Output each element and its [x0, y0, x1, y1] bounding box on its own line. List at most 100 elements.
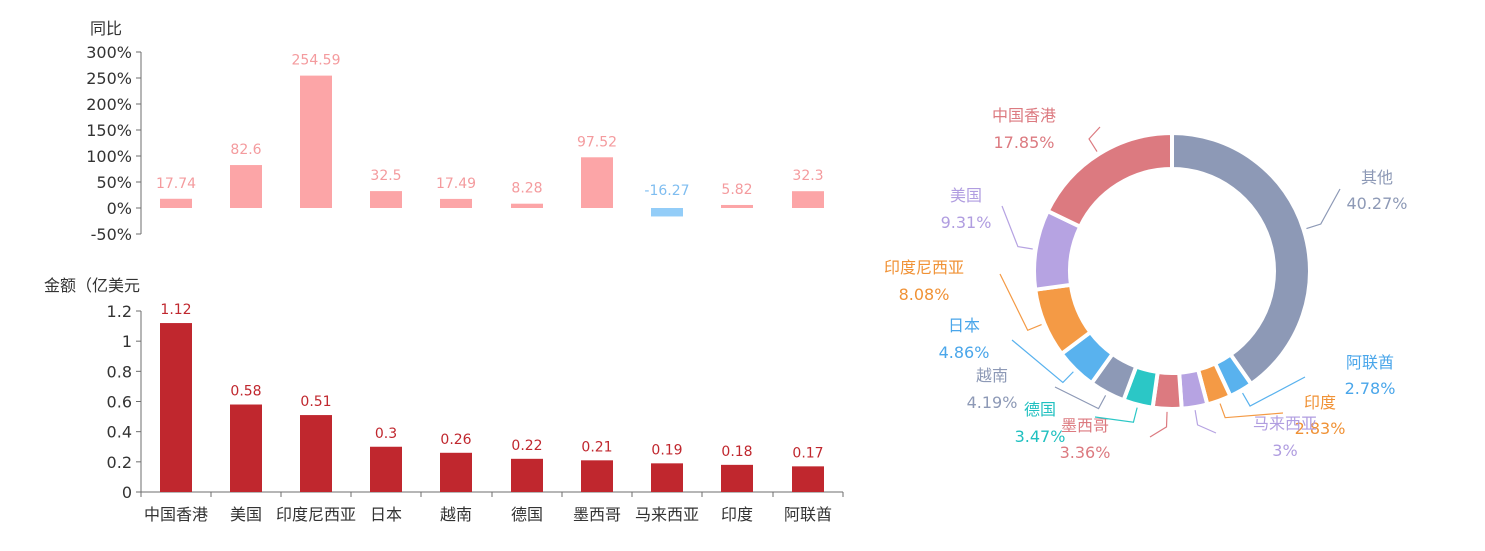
y-tick-label: 50% — [96, 173, 132, 192]
yoy-data-label: 8.28 — [511, 181, 542, 197]
yoy-data-label: 32.5 — [370, 168, 401, 184]
donut-slice-name: 日本 — [948, 316, 980, 335]
yoy-data-label: 5.82 — [721, 182, 752, 198]
donut-leader-line — [1194, 409, 1217, 434]
amount-bar — [440, 452, 472, 492]
yoy-data-label: -16.27 — [644, 183, 689, 199]
yoy-bar — [651, 208, 683, 217]
donut-slice-percent: 4.19% — [967, 393, 1018, 412]
yoy-bar — [300, 75, 332, 209]
x-category-label: 美国 — [230, 505, 262, 524]
yoy-bar — [581, 157, 613, 208]
x-category-label: 墨西哥 — [573, 505, 621, 524]
y-tick-label: 250% — [86, 69, 132, 88]
donut-leader-line — [999, 273, 1042, 332]
amount-bar — [230, 404, 262, 492]
amount-data-label: 0.3 — [375, 426, 397, 442]
donut-slice-name: 印度尼西亚 — [884, 258, 964, 277]
donut-slice — [1170, 131, 1312, 387]
amount-data-label: 0.18 — [721, 444, 752, 460]
amount-data-label: 0.17 — [792, 445, 823, 461]
donut-leader-line — [1011, 339, 1074, 384]
donut-leader-line — [1149, 411, 1168, 438]
yoy-bar — [370, 191, 402, 208]
yoy-bar — [440, 198, 472, 208]
y-tick-label: 0.6 — [107, 393, 132, 412]
yoy-data-label: 32.3 — [792, 168, 823, 184]
donut-slice-name: 美国 — [950, 186, 982, 205]
donut-slice-name: 越南 — [976, 366, 1008, 385]
donut-slice-name: 其他 — [1361, 168, 1393, 187]
donut-leader-line — [1306, 188, 1341, 230]
yoy-bar — [792, 191, 824, 208]
x-category-label: 阿联酋 — [784, 505, 832, 524]
amount-bar — [792, 466, 824, 492]
donut-leader-line — [1242, 376, 1306, 407]
amount-bar — [721, 464, 753, 492]
donut-slice-name: 阿联酋 — [1346, 353, 1394, 372]
donut-slice-percent: 40.27% — [1346, 194, 1407, 213]
donut-slice-percent: 3.36% — [1060, 443, 1111, 462]
y-tick-label: 300% — [86, 43, 132, 62]
y-tick-label: 200% — [86, 95, 132, 114]
y-tick-label: 0.8 — [107, 362, 132, 381]
amount-data-label: 0.26 — [440, 432, 471, 448]
donut-slice-name: 中国香港 — [992, 106, 1056, 125]
donut-slice-percent: 3.47% — [1015, 427, 1066, 446]
donut-slice-name: 印度 — [1304, 393, 1336, 412]
donut-leader-line — [1054, 386, 1107, 410]
amount-bar — [581, 460, 613, 492]
yoy-bar-chart: 同比 -50% 0% 50% 100% 150% 200% 250% 300% 17.74 82.6… — [86, 19, 824, 244]
yoy-bar — [511, 203, 543, 208]
donut-slice-name: 马来西亚 — [1253, 414, 1317, 433]
yoy-bar — [230, 165, 262, 208]
y-tick-label: 1.2 — [107, 302, 132, 321]
amount-data-label: 0.19 — [651, 442, 682, 458]
yoy-bar — [160, 198, 192, 208]
donut-slice-percent: 17.85% — [993, 133, 1054, 152]
yoy-bar — [721, 204, 753, 208]
y-tick-label: 100% — [86, 147, 132, 166]
yoy-data-label: 97.52 — [577, 134, 617, 150]
yoy-data-label: 17.74 — [156, 176, 196, 192]
donut-leader-line — [1001, 205, 1033, 250]
y-tick-label: 0% — [107, 199, 132, 218]
donut-slice-name: 墨西哥 — [1061, 416, 1109, 435]
donut-slice-percent: 8.08% — [899, 285, 950, 304]
y-tick-label: 0.4 — [107, 423, 132, 442]
donut-slice-percent: 2.83% — [1295, 419, 1346, 438]
x-category-label: 印度 — [721, 505, 753, 524]
amount-bar-chart: 金额（亿美元 0 0.2 0.4 0.6 0.8 1 1.2 1.12 中国香港 0.58 美国 0.5… — [44, 276, 844, 524]
amount-bar — [370, 446, 402, 492]
yoy-data-label: 254.59 — [292, 53, 341, 69]
yoy-data-label: 82.6 — [230, 142, 261, 158]
x-category-label: 德国 — [511, 505, 543, 524]
donut-slice — [1045, 131, 1174, 229]
donut-leader-line — [1094, 407, 1138, 423]
amount-data-label: 0.58 — [230, 384, 261, 400]
amount-data-label: 0.51 — [300, 394, 331, 410]
x-category-label: 印度尼西亚 — [276, 505, 356, 524]
amount-bar — [651, 463, 683, 492]
y-tick-label: 0 — [122, 483, 132, 502]
amount-data-label: 1.12 — [160, 302, 191, 318]
y-axis-title: 金额（亿美元 — [44, 276, 140, 295]
amount-bar — [511, 458, 543, 492]
yoy-data-label: 17.49 — [436, 176, 476, 192]
donut-leader-line — [1219, 403, 1284, 419]
y-tick-label: 0.2 — [107, 453, 132, 472]
donut-leader-line — [1088, 126, 1101, 152]
donut-slice-percent: 2.78% — [1345, 379, 1396, 398]
y-tick-label: 150% — [86, 121, 132, 140]
amount-data-label: 0.21 — [581, 439, 612, 455]
y-tick-label: 1 — [122, 332, 132, 351]
donut-slice-percent: 3% — [1272, 441, 1297, 460]
share-donut-chart: 其他 40.27% 阿联酋 2.78% 印度 2.83%马来西亚 3% 墨西哥 3.36% 德国 3… — [884, 106, 1408, 462]
donut-slice-name: 德国 — [1024, 400, 1056, 419]
amount-bar — [160, 323, 192, 492]
y-axis-title: 同比 — [90, 19, 122, 38]
x-category-label: 日本 — [370, 505, 402, 524]
y-tick-label: -50% — [91, 225, 132, 244]
